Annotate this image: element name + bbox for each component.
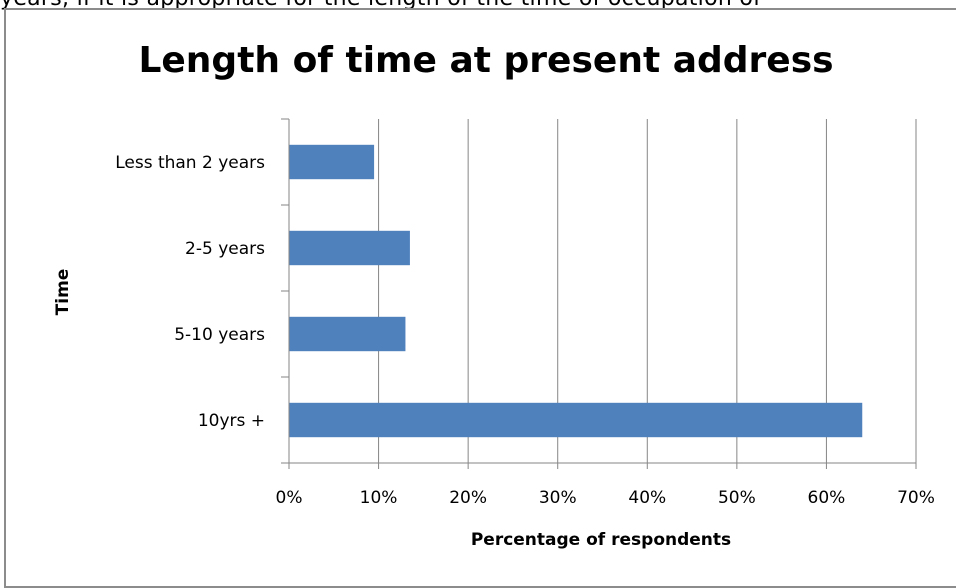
y-axis-title: Time bbox=[53, 269, 73, 316]
x-tick-label: 60% bbox=[808, 488, 846, 508]
x-tick-label: 20% bbox=[449, 488, 487, 508]
y-tick-label: 5-10 years bbox=[174, 325, 265, 345]
y-tick-label: 2-5 years bbox=[185, 239, 265, 259]
bar bbox=[289, 316, 406, 352]
x-tick-label: 50% bbox=[718, 488, 756, 508]
bar bbox=[289, 144, 375, 180]
chart-frame bbox=[4, 8, 956, 588]
x-tick-label: 30% bbox=[539, 488, 577, 508]
tick-labels: 0% 10% 20% 30% 40% 50% 60% 70% Less than 2 years… bbox=[115, 153, 935, 508]
x-tick-label: 40% bbox=[628, 488, 666, 508]
x-tick-label: 70% bbox=[897, 488, 935, 508]
x-axis-title: Percentage of respondents bbox=[471, 530, 731, 550]
bar bbox=[289, 402, 863, 438]
axes bbox=[281, 118, 917, 469]
y-tick-label: Less than 2 years bbox=[115, 153, 265, 173]
bar bbox=[289, 230, 410, 266]
chart-title: Length of time at present address bbox=[138, 40, 833, 81]
x-tick-label: 10% bbox=[360, 488, 398, 508]
y-tick-label: 10yrs + bbox=[198, 411, 265, 431]
x-tick-label: 0% bbox=[276, 488, 303, 508]
clipped-page-text: years, if it is appropriate for the leng… bbox=[0, 0, 761, 11]
bars bbox=[289, 144, 863, 438]
